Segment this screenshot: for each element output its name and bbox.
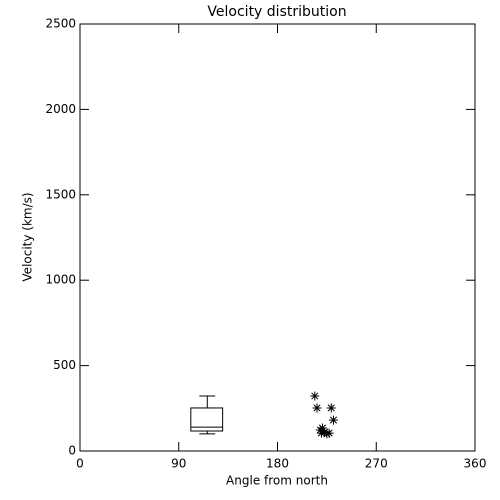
x-tick-label: 90 [171,457,186,471]
chart-title: Velocity distribution [207,4,346,20]
scatter-point [312,403,322,413]
x-tick-label: 270 [365,457,388,471]
scatter-point [328,415,338,425]
y-tick-label: 2500 [45,17,76,31]
scatter-point [326,403,336,413]
y-tick-label: 1500 [45,187,76,201]
box [190,407,224,432]
y-tick-label: 500 [53,358,76,372]
y-tick-label: 1000 [45,273,76,287]
y-axis-label: Velocity (km/s) [21,192,35,281]
x-tick-label: 0 [76,457,84,471]
plot-frame [79,23,476,452]
y-tick-label: 2000 [45,102,76,116]
scatter-point [310,391,320,401]
y-tick-label: 0 [68,444,76,458]
scatter-point [324,428,334,438]
x-tick-label: 360 [464,457,487,471]
scatter-point [316,428,326,438]
x-tick-label: 180 [266,457,289,471]
scatter-point [317,423,327,433]
x-axis-label: Angle from north [226,474,328,488]
scatter-point [322,429,332,439]
